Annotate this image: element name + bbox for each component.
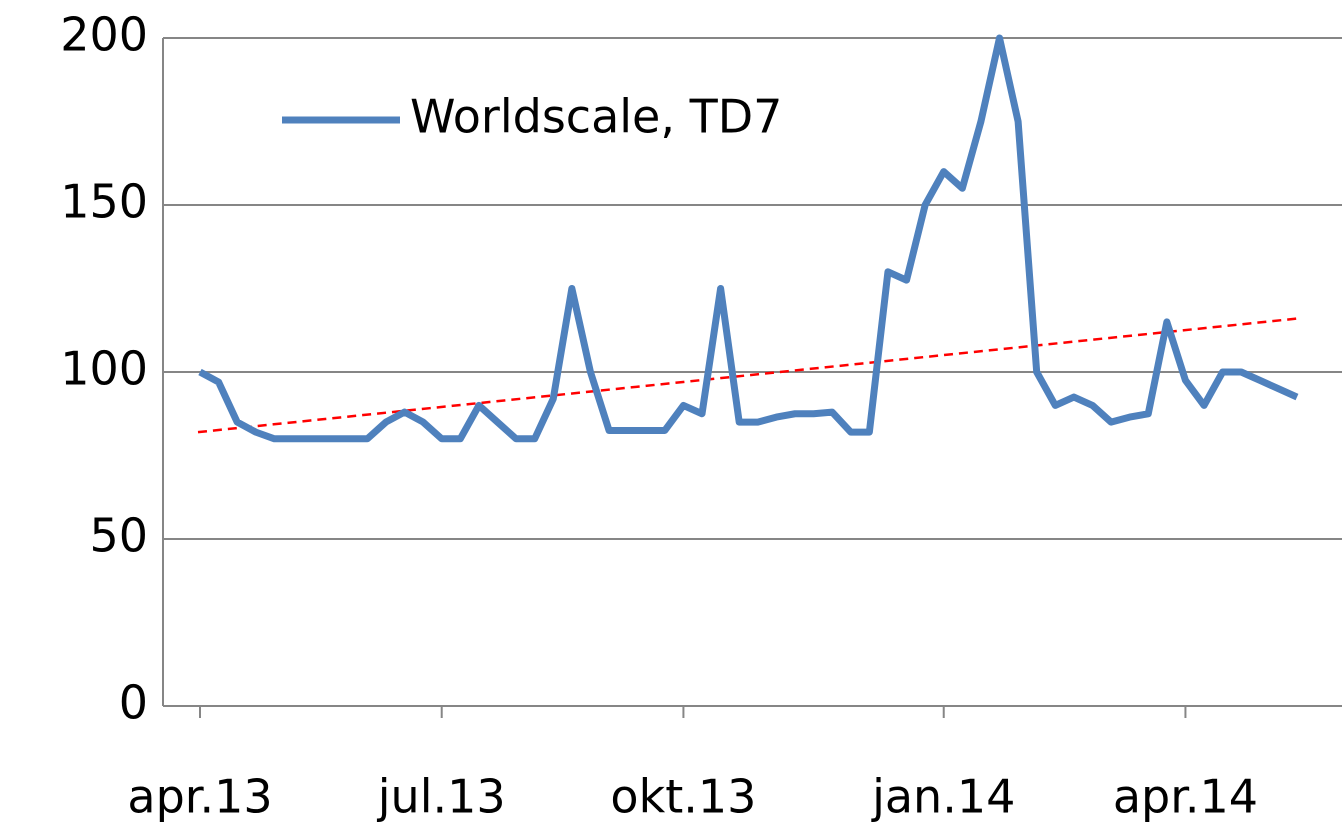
trend-line — [197, 317, 1298, 434]
x-tick-label: apr.14 — [1113, 770, 1258, 824]
x-tick-label: apr.13 — [127, 770, 272, 824]
x-tick-label: jul.13 — [377, 770, 506, 824]
y-tick-label: 200 — [60, 8, 148, 62]
y-tick-label: 150 — [60, 175, 148, 229]
y-tick-label: 0 — [119, 676, 148, 730]
x-tick-label: okt.13 — [610, 770, 756, 824]
y-tick-label: 100 — [60, 342, 148, 396]
legend-label: Worldscale, TD7 — [410, 90, 782, 144]
data-line — [198, 34, 1299, 443]
y-tick-label: 50 — [89, 509, 148, 563]
x-tick-label: jan.14 — [871, 770, 1015, 824]
